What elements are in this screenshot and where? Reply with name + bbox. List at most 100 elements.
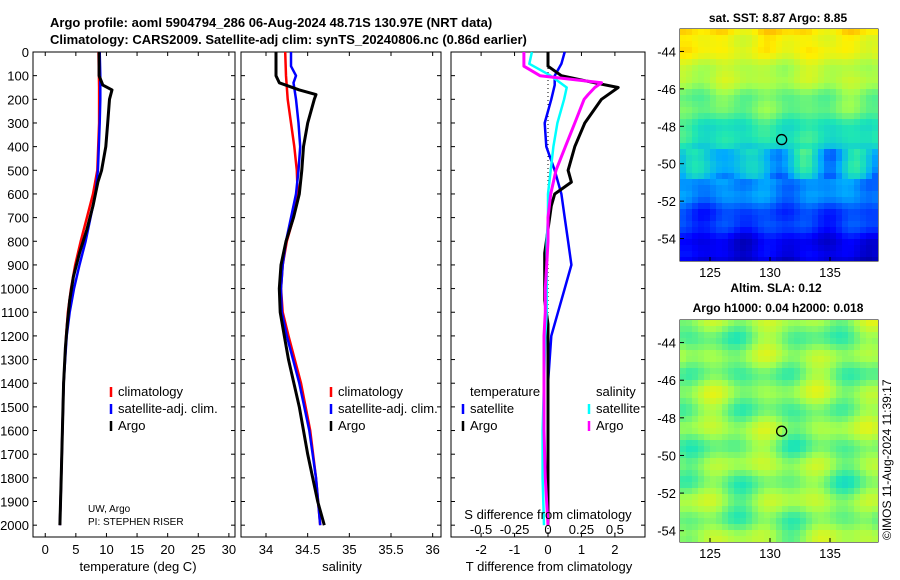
map-cell [866, 416, 872, 422]
map-cell [716, 209, 722, 215]
map-cell [758, 494, 764, 500]
map-cell [704, 482, 710, 488]
map-cell [758, 404, 764, 410]
map-cell [836, 29, 842, 35]
map-cell [752, 137, 758, 143]
map-cell [698, 494, 704, 500]
map-cell [800, 464, 806, 470]
map-cell [842, 161, 848, 167]
map-cell [734, 404, 740, 410]
map-cell [710, 125, 716, 131]
map-cell [764, 185, 770, 191]
map-cell [788, 209, 794, 215]
map-cell [692, 95, 698, 101]
map-cell [680, 464, 686, 470]
map-cell [722, 368, 728, 374]
map-cell [716, 482, 722, 488]
map-cell [716, 161, 722, 167]
map-cell [710, 215, 716, 221]
map-cell [692, 173, 698, 179]
map-cell [740, 338, 746, 344]
map-cell [740, 506, 746, 512]
map-cell [710, 107, 716, 113]
map-cell [758, 89, 764, 95]
map-cell [794, 404, 800, 410]
map-cell [752, 434, 758, 440]
map-cell [818, 326, 824, 332]
y-tick-label: 1800 [0, 471, 29, 486]
map-cell [866, 41, 872, 47]
map-cell [716, 125, 722, 131]
map-cell [794, 488, 800, 494]
map-cell [680, 326, 686, 332]
map-cell [770, 83, 776, 89]
map-cell [704, 167, 710, 173]
map-cell [764, 47, 770, 53]
map-cell [710, 101, 716, 107]
map-cell [818, 107, 824, 113]
map-cell [680, 458, 686, 464]
map-cell [728, 482, 734, 488]
map-cell [824, 464, 830, 470]
map-cell [818, 203, 824, 209]
map-cell [872, 506, 878, 512]
map-cell [860, 392, 866, 398]
map-cell [770, 101, 776, 107]
map-cell [716, 410, 722, 416]
map-cell [818, 452, 824, 458]
map-cell [830, 356, 836, 362]
map-cell [734, 512, 740, 518]
map-cell [764, 161, 770, 167]
map-cell [752, 161, 758, 167]
map-cell [698, 221, 704, 227]
map-cell [770, 392, 776, 398]
map-cell [818, 125, 824, 131]
map-cell [704, 95, 710, 101]
map-cell [692, 440, 698, 446]
map-cell [776, 149, 782, 155]
map-cell [758, 233, 764, 239]
map-cell [710, 29, 716, 35]
map-cell [806, 404, 812, 410]
map-cell [800, 500, 806, 506]
map-cell [752, 506, 758, 512]
map-cell [710, 536, 716, 542]
map-cell [734, 71, 740, 77]
map-cell [854, 518, 860, 524]
map-cell [734, 476, 740, 482]
map-cell [758, 173, 764, 179]
map-cell [794, 398, 800, 404]
map-cell [848, 29, 854, 35]
map-cell [866, 320, 872, 326]
map-cell [740, 83, 746, 89]
map-cell [734, 215, 740, 221]
map-cell [776, 167, 782, 173]
map-cell [722, 452, 728, 458]
s-tick-label: -0.25 [500, 522, 530, 537]
map-cell [782, 506, 788, 512]
map-cell [698, 506, 704, 512]
map-cell [758, 83, 764, 89]
map-cell [854, 350, 860, 356]
x-tick-label: 15 [130, 542, 144, 557]
map-cell [692, 368, 698, 374]
map-cell [770, 494, 776, 500]
map-cell [740, 386, 746, 392]
map-cell [758, 221, 764, 227]
map-cell [824, 428, 830, 434]
map-lat-label: -54 [657, 232, 676, 247]
title-line-1: Argo profile: aoml 5904794_286 06-Aug-20… [50, 15, 493, 30]
map-cell [776, 173, 782, 179]
legend-temperature-heading: temperature [470, 384, 540, 399]
map-cell [728, 125, 734, 131]
map-cell [818, 143, 824, 149]
map-cell [824, 422, 830, 428]
map-cell [752, 332, 758, 338]
map-cell [716, 530, 722, 536]
map-cell [872, 530, 878, 536]
map-cell [854, 47, 860, 53]
map-cell [848, 350, 854, 356]
map-cell [746, 155, 752, 161]
y-tick-label: 400 [7, 140, 29, 155]
map-cell [704, 326, 710, 332]
